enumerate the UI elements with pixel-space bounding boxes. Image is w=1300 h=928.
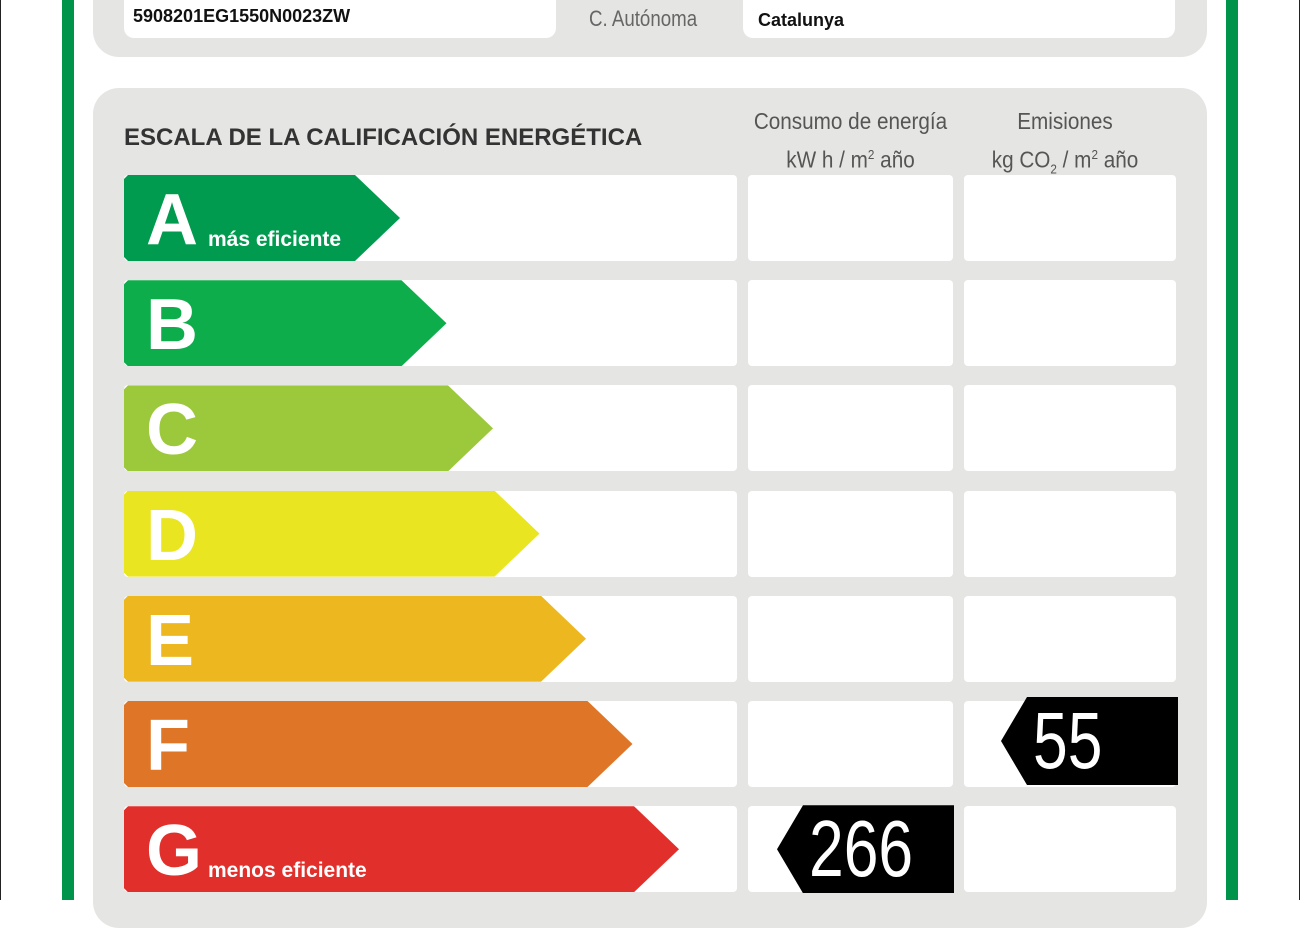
- energy-cell-A: [748, 175, 953, 261]
- energy-header-line2: kW h / m2 año: [786, 146, 915, 173]
- energy-cell-F: [748, 701, 953, 787]
- rating-scale-panel: ESCALA DE LA CALIFICACIÓN ENERGÉTICA Con…: [93, 88, 1207, 928]
- energy-header-line1: Consumo de energía: [753, 108, 948, 134]
- rating-arrow-B: B: [124, 280, 447, 367]
- emissions-cell-C: [964, 385, 1176, 472]
- green-frame-right: [1226, 0, 1238, 900]
- region-field: Catalunya: [743, 0, 1175, 38]
- rating-arrow-C: C: [124, 385, 493, 472]
- rating-letter: C: [146, 390, 198, 471]
- emissions-cell-B: [964, 280, 1176, 367]
- rating-letter: B: [146, 285, 198, 366]
- rating-arrow-D: D: [124, 490, 540, 577]
- rating-arrow-F: F: [124, 701, 633, 787]
- rating-letter: G: [146, 811, 203, 892]
- energy-cell-D: [748, 490, 953, 577]
- rating-arrow-E: E: [124, 595, 586, 682]
- green-frame-left: [62, 0, 74, 900]
- emissions-cell-D: [964, 490, 1176, 577]
- rating-value: 266: [809, 804, 914, 894]
- rating-value: 55: [1033, 696, 1103, 785]
- emissions-cell-E: [964, 595, 1176, 682]
- rating-letter: F: [146, 706, 190, 786]
- page-border-left: [0, 0, 1, 900]
- rating-letter: D: [146, 495, 198, 576]
- scale-title: ESCALA DE LA CALIFICACIÓN ENERGÉTICA: [124, 124, 643, 151]
- region-label: C. Autónoma: [589, 6, 698, 31]
- cadastral-ref-value: 5908201EG1550N0023ZW: [133, 6, 351, 26]
- rating-label: más eficiente: [208, 228, 342, 251]
- energy-cell-C: [748, 385, 953, 472]
- rating-letter: A: [146, 180, 198, 260]
- rating-value-badge: 55: [1001, 697, 1178, 785]
- rating-value-badge: 266: [777, 804, 954, 894]
- emissions-header-line2: kg CO2 / m2 año: [991, 146, 1139, 177]
- region-value: Catalunya: [758, 10, 845, 30]
- cadastral-ref-field: 5908201EG1550N0023ZW: [124, 0, 556, 38]
- energy-cell-E: [748, 595, 953, 682]
- emissions-header-line1: Emisiones: [1017, 108, 1113, 134]
- emissions-cell-A: [964, 175, 1176, 261]
- info-panel: 5908201EG1550N0023ZW C. Autónoma Catalun…: [93, 0, 1207, 57]
- energy-column-header: Consumo de energía kW h / m2 año: [736, 104, 966, 177]
- rating-label: menos eficiente: [208, 859, 367, 883]
- emissions-column-header: Emisiones kg CO2 / m2 año: [964, 104, 1166, 186]
- energy-cell-B: [748, 280, 953, 367]
- rating-letter: E: [146, 600, 195, 681]
- emissions-cell-G: [964, 806, 1176, 893]
